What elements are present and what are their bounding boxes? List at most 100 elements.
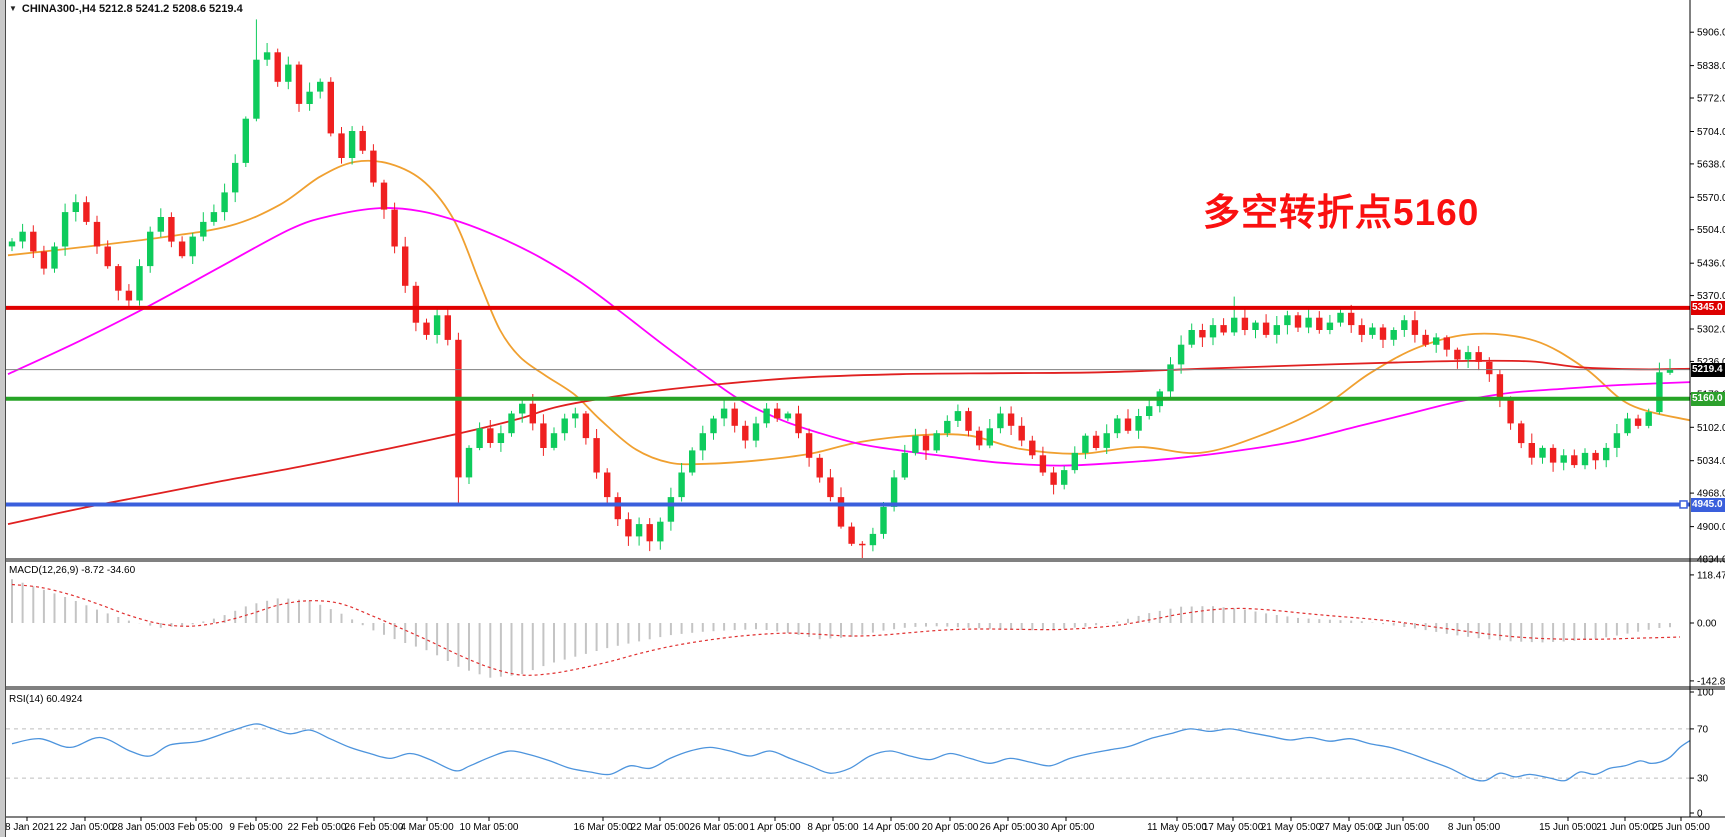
candle-body	[1061, 470, 1068, 485]
candle-body	[795, 413, 802, 434]
candle-body	[232, 162, 239, 193]
candle-body	[497, 433, 505, 443]
candle-body	[125, 290, 133, 301]
macd-tick-label: 118.47	[1697, 570, 1725, 581]
macd-panel	[11, 579, 1681, 678]
panel-borders	[0, 0, 1725, 818]
candle-body	[1007, 413, 1015, 426]
candle-body	[253, 59, 260, 119]
rsi-tick-label: 100	[1697, 688, 1714, 699]
candle-body	[423, 322, 430, 335]
candle-body	[1401, 320, 1408, 330]
window-left-border	[0, 0, 6, 837]
time-tick-label: 10 Mar 05:00	[460, 822, 519, 833]
candle-body	[348, 131, 356, 158]
candle-body	[476, 428, 483, 448]
candle-body	[508, 413, 515, 434]
candle-body	[976, 430, 983, 446]
candle-body	[1549, 447, 1557, 463]
candle-body	[83, 202, 90, 222]
candle-body	[104, 246, 111, 267]
candle-body	[1496, 374, 1504, 399]
candle-body	[242, 118, 249, 163]
candle-body	[1422, 334, 1429, 345]
candle-body	[444, 315, 451, 340]
ma-mid-magenta-line[interactable]	[7, 207, 1691, 467]
time-tick-label: 26 Apr 05:00	[980, 822, 1037, 833]
time-tick-label: 27 May 05:00	[1319, 822, 1380, 833]
candle-body	[1358, 325, 1365, 335]
candle-body	[1050, 472, 1057, 485]
ma-slow-red-line[interactable]	[7, 359, 1691, 525]
candle-body	[1571, 455, 1578, 466]
candle-body	[1284, 315, 1291, 326]
candle-body	[859, 543, 866, 546]
candle-body	[625, 519, 632, 537]
candle-body	[1124, 418, 1132, 431]
candle-body	[1475, 352, 1482, 362]
rsi-tick-label: 70	[1697, 724, 1709, 735]
candle-body	[1464, 352, 1472, 360]
candle-body	[1039, 455, 1047, 473]
ma-fast-orange-line[interactable]	[7, 159, 1691, 466]
candle-body	[487, 428, 494, 443]
candle-body	[370, 150, 377, 183]
candle-body	[51, 246, 58, 269]
price-tick-label: 5302.0	[1697, 325, 1725, 336]
time-tick-label: 1 Apr 05:00	[749, 822, 801, 833]
candle-body	[1241, 317, 1249, 330]
candle-body	[986, 428, 993, 446]
collapse-triangle-icon[interactable]: ▼	[9, 4, 17, 13]
price-tick-label: 5236.0	[1697, 357, 1725, 368]
candle-body	[1666, 369, 1674, 373]
candle-body	[1624, 418, 1631, 434]
time-tick-label: 30 Apr 05:00	[1038, 822, 1095, 833]
candle-body	[880, 506, 887, 534]
candle-body	[1326, 322, 1334, 330]
candle-body	[1486, 361, 1493, 375]
price-tick-label: 5570.0	[1697, 193, 1725, 204]
time-tick-label: 26 Feb 05:00	[345, 822, 404, 833]
candle-body	[1390, 330, 1397, 340]
time-tick-label: 21 Jun 05:00	[1596, 822, 1654, 833]
time-tick-label: 25 Jun 05:00	[1652, 822, 1710, 833]
price-axis[interactable]	[1690, 0, 1725, 817]
candle-body	[901, 452, 908, 478]
candle-body	[1252, 322, 1259, 330]
time-tick-label: 2 Jun 05:00	[1377, 822, 1430, 833]
candle-body	[338, 133, 345, 158]
candle-body	[1305, 317, 1312, 328]
candle-body	[561, 418, 568, 434]
rsi-indicator-label: RSI(14) 60.4924	[9, 694, 83, 705]
time-axis[interactable]	[0, 817, 1725, 837]
candle-body	[1645, 412, 1652, 426]
candle-body	[412, 285, 420, 323]
price-tick-label: 4968.0	[1697, 489, 1725, 500]
candle-body	[306, 91, 313, 104]
candle-body	[1082, 435, 1089, 453]
candle-body	[1220, 325, 1227, 333]
moving-averages	[7, 159, 1691, 525]
candle-body	[1443, 337, 1450, 350]
candle-body	[391, 209, 398, 247]
time-tick-label: 26 Mar 05:00	[690, 822, 749, 833]
price-badge-pivot: 5160.0	[1691, 392, 1725, 406]
candle-body	[455, 339, 462, 478]
time-tick-label: 15 Jun 05:00	[1539, 822, 1597, 833]
candle-body	[1592, 452, 1599, 461]
annotation-text[interactable]: 多空转折点5160	[1203, 192, 1480, 233]
candle-body	[731, 408, 738, 426]
support-line-handle[interactable]	[1679, 500, 1688, 509]
price-badge-resistance: 5345.0	[1691, 301, 1725, 315]
time-tick-label: 8 Apr 05:00	[807, 822, 859, 833]
price-tick-label: 4900.0	[1697, 522, 1725, 533]
candle-body	[848, 526, 855, 544]
macd-signal-line	[11, 583, 1681, 676]
candle-body	[869, 533, 877, 546]
candle-body	[614, 497, 621, 520]
price-tick-label: 5638.0	[1697, 159, 1725, 170]
time-tick-label: 4 Mar 05:00	[400, 822, 454, 833]
time-tick-label: 28 Jan 05:00	[112, 822, 170, 833]
